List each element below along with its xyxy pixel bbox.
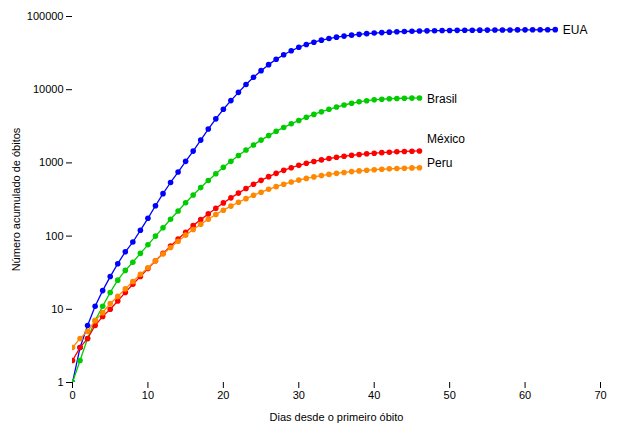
- svg-text:100000: 100000: [27, 10, 64, 22]
- svg-text:50: 50: [444, 389, 456, 401]
- svg-text:Peru: Peru: [427, 156, 452, 170]
- svg-text:60: 60: [519, 389, 531, 401]
- svg-text:40: 40: [368, 389, 380, 401]
- svg-text:Brasil: Brasil: [427, 92, 457, 106]
- svg-text:1000: 1000: [39, 156, 63, 168]
- svg-text:Dias desde o primeiro óbito: Dias desde o primeiro óbito: [270, 411, 404, 423]
- svg-text:EUA: EUA: [563, 23, 588, 37]
- svg-text:70: 70: [594, 389, 606, 401]
- svg-text:México: México: [427, 132, 465, 146]
- svg-text:10: 10: [142, 389, 154, 401]
- svg-text:20: 20: [217, 389, 229, 401]
- svg-text:100: 100: [45, 230, 63, 242]
- svg-text:1: 1: [57, 376, 63, 388]
- svg-text:10: 10: [51, 303, 63, 315]
- svg-text:Número acumulado de óbitos: Número acumulado de óbitos: [10, 127, 22, 271]
- svg-text:0: 0: [69, 389, 75, 401]
- svg-text:30: 30: [293, 389, 305, 401]
- svg-text:10000: 10000: [33, 83, 64, 95]
